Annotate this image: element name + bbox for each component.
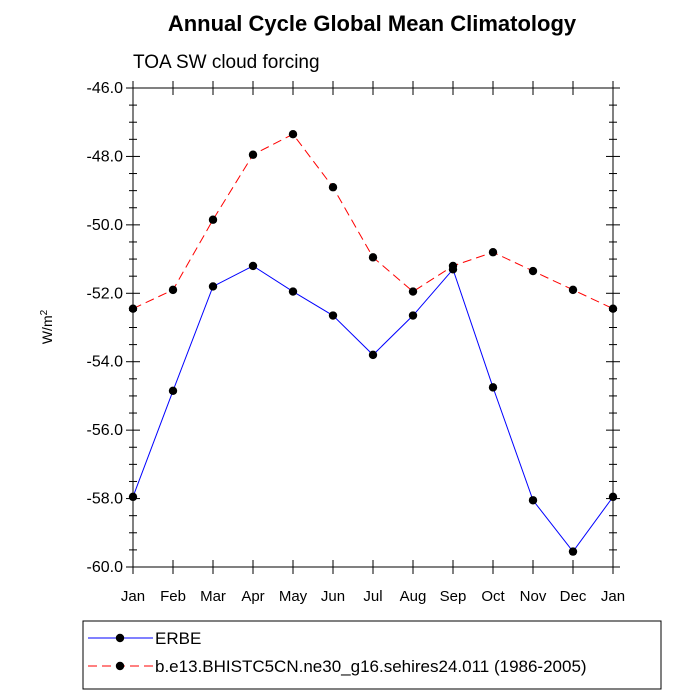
chart-title: Annual Cycle Global Mean Climatology (168, 11, 577, 36)
y-tick-label: -52.0 (87, 285, 124, 302)
y-tick-label: -58.0 (87, 491, 124, 508)
y-tick-label: -48.0 (87, 148, 124, 165)
x-tick-label: Jul (363, 588, 382, 605)
data-point (528, 496, 538, 505)
data-point (168, 386, 178, 395)
x-tick-label: Mar (200, 588, 226, 605)
y-tick-labels: -46.0 -48.0 -50.0 -52.0 -54.0 -56.0 -58.0 -60.0 (87, 80, 124, 576)
y-axis-label: W/m2 (39, 309, 55, 344)
y-axis-label-superscript: 2 (39, 309, 50, 315)
x-tick-labels: Jan Feb Mar Apr May Jun Jul Aug Sep Oct Nov Dec Jan (121, 588, 625, 605)
axis-ticks (126, 81, 620, 574)
legend-marker-0 (115, 633, 125, 643)
x-tick-label: Aug (400, 588, 427, 605)
x-tick-label: Jun (321, 588, 345, 605)
data-point (208, 215, 218, 224)
data-point (568, 285, 578, 295)
data-point (248, 150, 258, 159)
series-line-0 (132, 265, 614, 553)
x-tick-label: May (279, 588, 308, 605)
data-point (328, 183, 338, 192)
data-point (368, 253, 378, 262)
series-group (128, 129, 618, 556)
legend: ERBE b.e13.BHISTC5CN.ne30_g16.sehires24.0… (88, 629, 587, 676)
data-point (288, 129, 298, 139)
data-point (248, 261, 258, 271)
y-tick-label: -56.0 (87, 422, 124, 439)
y-tick-label: -54.0 (87, 354, 124, 371)
y-tick-label: -60.0 (87, 559, 124, 576)
data-point (288, 287, 298, 296)
x-tick-label: Dec (560, 588, 587, 605)
chart-subtitle: TOA SW cloud forcing (133, 52, 320, 73)
x-tick-label: Apr (241, 588, 264, 605)
legend-label-0: ERBE (155, 629, 201, 648)
legend-frame (82, 620, 662, 690)
x-tick-label: Jan (121, 588, 145, 605)
y-tick-label: -50.0 (87, 217, 124, 234)
data-point (608, 304, 618, 313)
data-point (608, 492, 618, 502)
x-tick-label: Feb (160, 588, 186, 605)
legend-label-1: b.e13.BHISTC5CN.ne30_g16.sehires24.011 (… (155, 657, 587, 676)
data-point (328, 311, 338, 320)
data-point (528, 266, 538, 276)
plot-frame (132, 87, 614, 568)
data-point (568, 547, 578, 556)
data-point (408, 287, 418, 296)
data-point (168, 285, 178, 295)
x-tick-label: Nov (520, 588, 547, 605)
x-tick-label: Oct (481, 588, 505, 605)
legend-marker-1 (115, 661, 125, 671)
data-point (488, 383, 498, 392)
series-line-1 (132, 133, 614, 310)
data-point (128, 492, 138, 502)
y-axis-label-base: W/m (39, 315, 55, 344)
x-tick-label: Sep (440, 588, 467, 605)
data-point (368, 350, 378, 360)
x-tick-label: Jan (601, 588, 625, 605)
data-point (128, 304, 138, 313)
data-point (408, 311, 418, 320)
data-point (208, 282, 218, 291)
y-tick-label: -46.0 (87, 80, 124, 97)
data-point (488, 248, 498, 257)
data-point (448, 261, 458, 271)
